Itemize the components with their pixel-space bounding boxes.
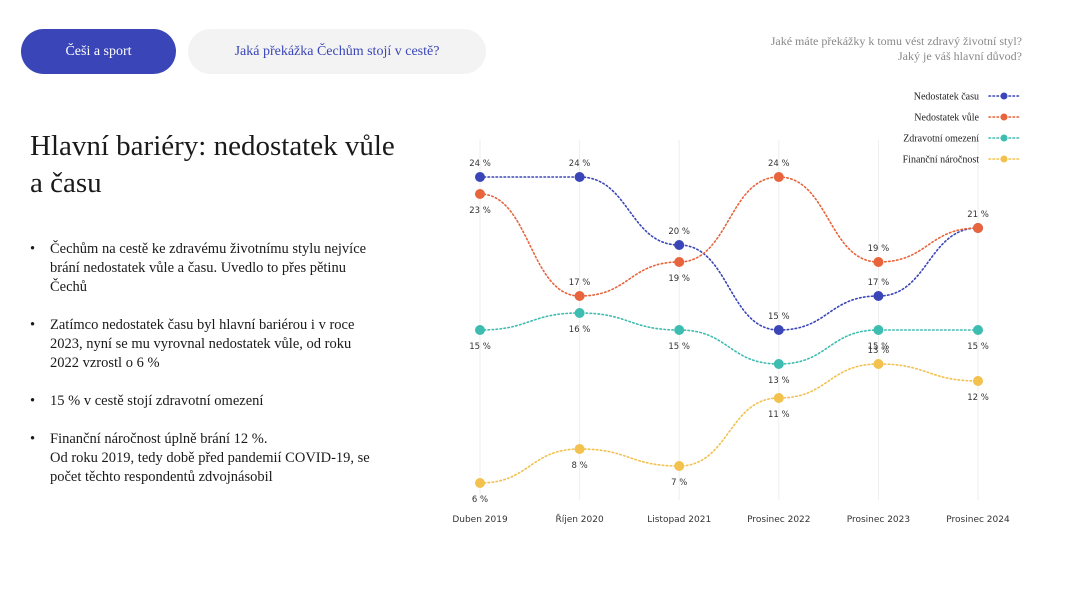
- data-point: [773, 393, 784, 403]
- series-line: [479, 312, 979, 365]
- survey-question-line2: Jaký je váš hlavní důvod?: [898, 49, 1022, 63]
- legend-swatch-dot: [1000, 155, 1008, 163]
- data-point: [773, 325, 784, 335]
- x-tick-label: Listopad 2021: [647, 515, 711, 525]
- data-label: 7 %: [671, 478, 687, 488]
- data-label: 19 %: [668, 274, 690, 284]
- data-point: [873, 257, 884, 267]
- legend-swatch-dot: [1000, 92, 1008, 100]
- x-tick-label: Říjen 2020: [555, 514, 604, 525]
- data-label: 8 %: [572, 461, 588, 471]
- data-label: 13 %: [868, 346, 890, 356]
- data-point: [773, 359, 784, 369]
- series-line: [479, 176, 979, 331]
- data-point: [674, 325, 685, 335]
- series-line: [479, 363, 979, 484]
- data-point: [973, 376, 983, 386]
- data-label: 23 %: [469, 206, 491, 216]
- data-label: 16 %: [569, 325, 591, 335]
- data-point: [574, 291, 585, 301]
- legend-label: Finanční náročnost: [903, 155, 980, 166]
- data-point: [674, 257, 685, 267]
- data-point: [973, 223, 983, 233]
- data-label: 15 %: [868, 342, 890, 352]
- survey-question-line1: Jaké máte překážky k tomu vést zdravý ži…: [770, 34, 1022, 48]
- data-label: 15 %: [469, 342, 491, 352]
- legend-swatch-dot: [1000, 113, 1008, 121]
- data-label: 17 %: [569, 278, 591, 288]
- data-point: [574, 308, 585, 318]
- data-label: 15 %: [668, 342, 690, 352]
- legend-label: Nedostatek vůle: [914, 113, 979, 124]
- legend-label: Nedostatek času: [914, 92, 979, 103]
- bullet-item: Finanční náročnost úplně brání 12 %. Od …: [30, 430, 375, 487]
- data-point: [574, 444, 585, 454]
- data-point: [674, 240, 685, 250]
- data-label: 24 %: [469, 159, 491, 169]
- data-label: 17 %: [868, 278, 890, 288]
- legend-swatch-dot: [1000, 134, 1008, 142]
- bullet-item: Čechům na cestě ke zdravému životnímu st…: [30, 240, 375, 297]
- data-label: 19 %: [868, 244, 890, 254]
- data-point: [674, 461, 685, 471]
- x-tick-label: Prosinec 2023: [847, 515, 910, 525]
- data-label: 21 %: [967, 210, 989, 220]
- legend-label: Zdravotní omezení: [903, 134, 979, 145]
- bullet-item: 15 % v cestě stojí zdravotní omezení: [30, 392, 375, 411]
- data-point: [475, 325, 485, 335]
- data-point: [574, 172, 585, 182]
- data-point: [475, 478, 485, 488]
- data-label: 24 %: [569, 159, 591, 169]
- data-point: [973, 325, 983, 335]
- data-label: 13 %: [768, 376, 790, 386]
- data-label: 15 %: [768, 312, 790, 322]
- data-point: [475, 172, 485, 182]
- data-point: [873, 291, 884, 301]
- data-label: 20 %: [668, 227, 690, 237]
- bullet-list: Čechům na cestě ke zdravému životnímu st…: [30, 240, 375, 506]
- data-point: [873, 359, 884, 369]
- data-point: [873, 325, 884, 335]
- page-title: Hlavní bariéry: nedostatek vůle a času: [30, 130, 395, 199]
- data-label: 11 %: [768, 410, 790, 420]
- data-label: 12 %: [967, 393, 989, 403]
- data-label: 6 %: [472, 495, 488, 505]
- tab-cesi-a-sport[interactable]: Češi a sport: [21, 29, 176, 74]
- survey-question: Jaké máte překážky k tomu vést zdravý ži…: [702, 34, 1022, 64]
- data-label: 15 %: [967, 342, 989, 352]
- x-tick-label: Prosinec 2022: [747, 515, 810, 525]
- data-label: 24 %: [768, 159, 790, 169]
- data-point: [475, 189, 485, 199]
- bullet-item: Zatímco nedostatek času byl hlavní barié…: [30, 316, 375, 373]
- tab-prekazky[interactable]: Jaká překážka Čechům stojí v cestě?: [188, 29, 486, 74]
- data-point: [773, 172, 784, 182]
- series-line: [479, 176, 979, 297]
- x-tick-label: Duben 2019: [452, 515, 508, 525]
- x-tick-label: Prosinec 2024: [946, 515, 1010, 525]
